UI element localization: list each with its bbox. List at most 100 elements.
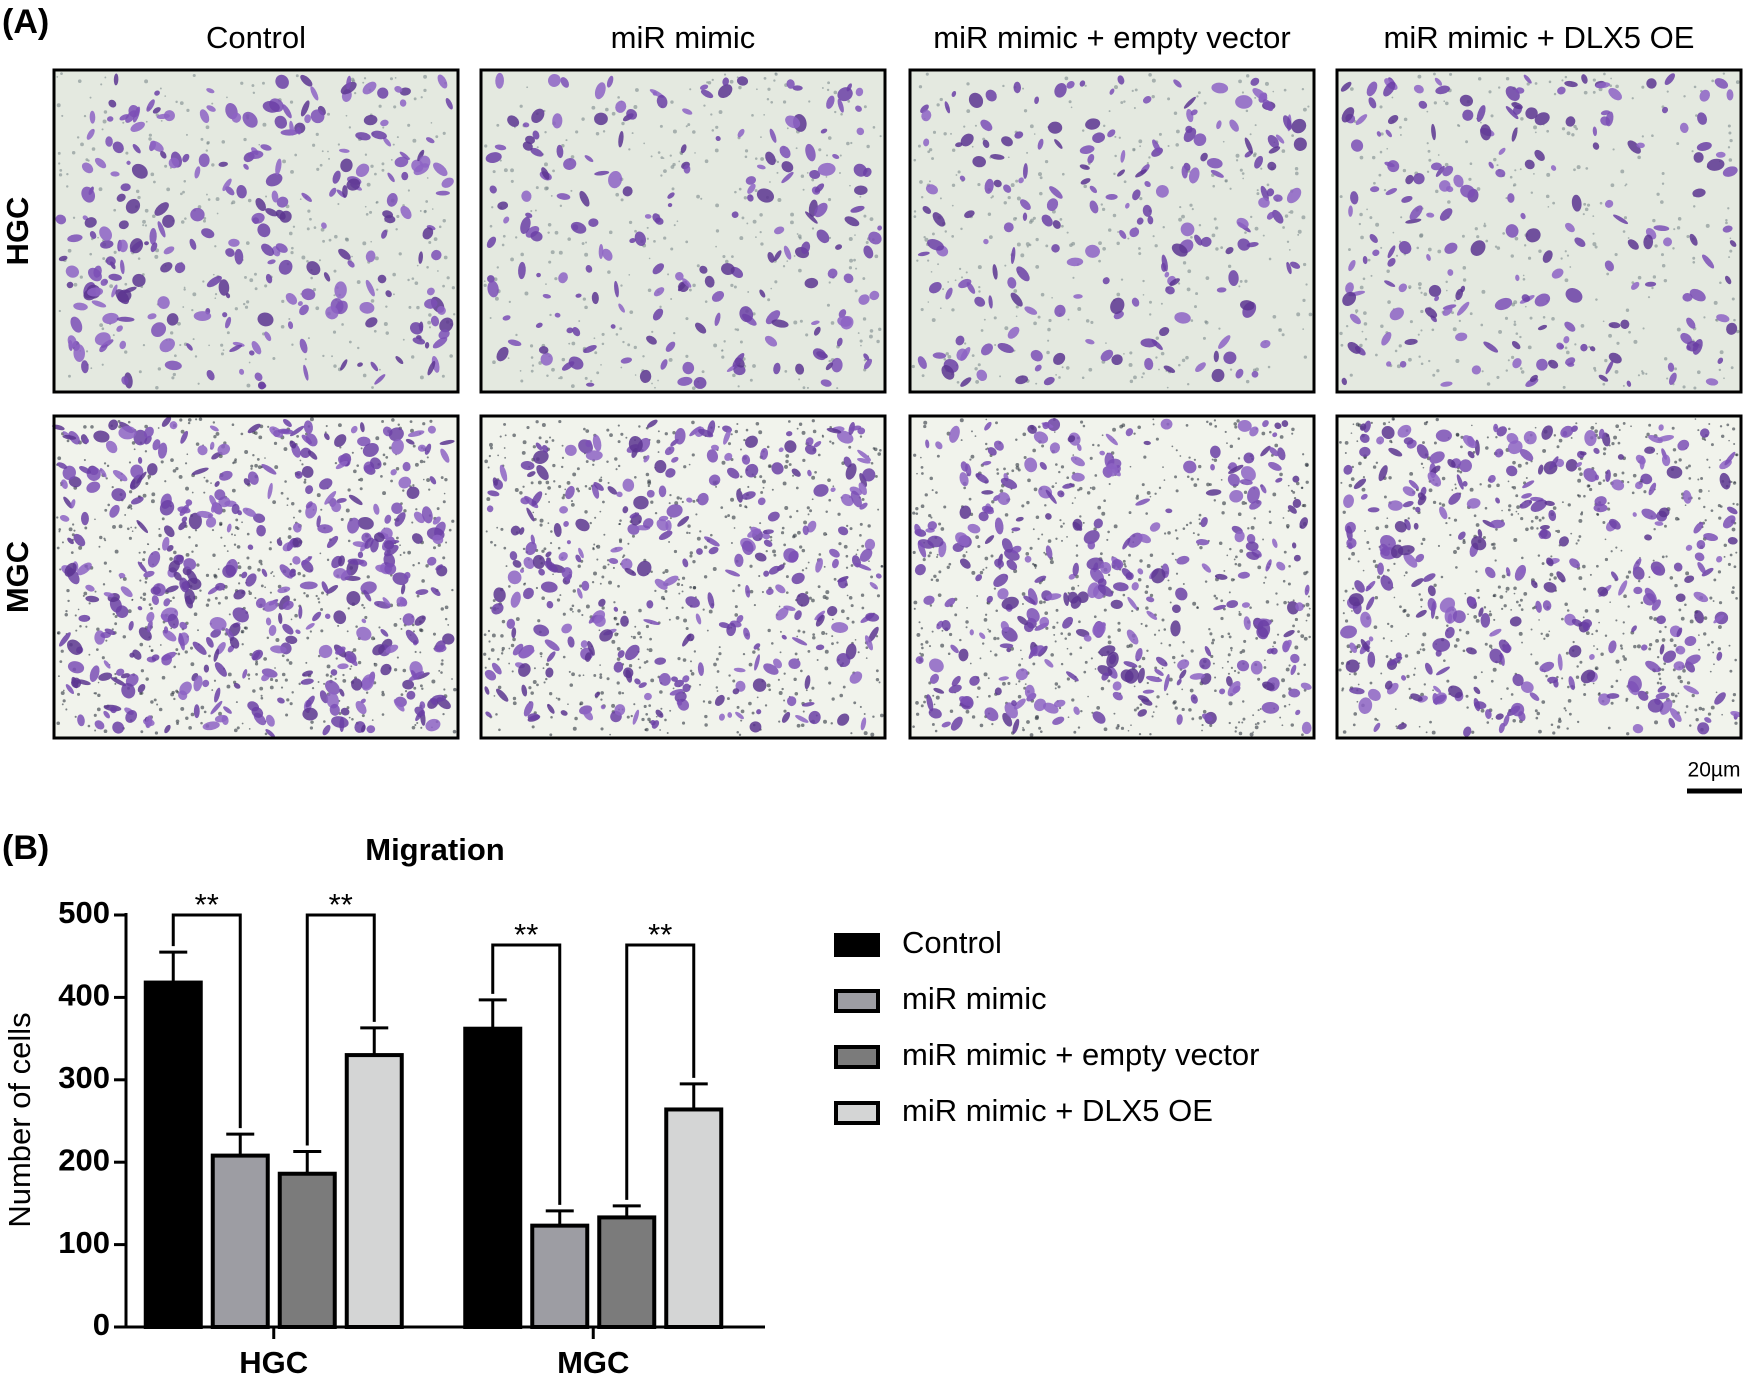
debris — [327, 151, 329, 153]
debris — [760, 157, 764, 161]
debris — [1291, 490, 1293, 492]
debris — [192, 492, 194, 494]
debris — [1348, 248, 1351, 251]
debris — [490, 225, 493, 228]
debris — [429, 326, 431, 328]
debris — [1234, 558, 1236, 560]
debris — [1468, 178, 1471, 181]
debris — [689, 586, 692, 589]
debris — [1133, 375, 1137, 379]
debris — [1392, 97, 1394, 99]
debris — [1130, 380, 1133, 383]
debris — [980, 724, 984, 728]
debris — [129, 461, 131, 463]
debris — [498, 728, 501, 731]
debris — [248, 199, 252, 203]
debris — [634, 476, 637, 479]
debris — [795, 692, 799, 696]
debris — [352, 452, 354, 454]
debris — [821, 631, 825, 635]
debris — [241, 433, 244, 436]
debris — [584, 510, 587, 513]
debris — [412, 484, 414, 486]
debris — [930, 477, 934, 481]
debris — [196, 563, 199, 566]
debris — [1179, 206, 1181, 208]
debris — [854, 234, 856, 236]
debris — [592, 547, 594, 549]
debris — [544, 131, 546, 133]
debris — [1615, 253, 1618, 256]
debris — [600, 364, 602, 366]
debris — [158, 534, 161, 537]
debris — [975, 380, 979, 384]
debris — [1034, 564, 1037, 567]
debris — [512, 638, 516, 642]
debris — [204, 477, 206, 479]
debris — [556, 697, 558, 699]
debris — [1296, 312, 1300, 316]
debris — [933, 131, 936, 134]
debris — [237, 545, 241, 549]
debris — [646, 625, 649, 628]
debris — [288, 318, 290, 320]
debris — [1483, 224, 1486, 227]
debris — [837, 513, 840, 516]
debris — [1714, 301, 1718, 305]
debris — [592, 464, 594, 466]
debris — [695, 513, 697, 515]
debris — [88, 725, 91, 728]
debris — [779, 606, 781, 608]
debris — [732, 679, 735, 682]
debris — [245, 626, 248, 629]
debris — [240, 82, 243, 85]
debris — [569, 671, 571, 673]
debris — [1520, 117, 1523, 120]
debris — [1723, 72, 1725, 74]
debris — [78, 546, 82, 550]
debris — [1520, 168, 1522, 170]
debris — [310, 726, 313, 729]
debris — [68, 375, 71, 378]
debris — [1114, 155, 1116, 157]
debris — [877, 594, 880, 597]
debris — [149, 603, 152, 606]
debris — [585, 242, 587, 244]
debris — [186, 453, 188, 455]
debris — [147, 543, 149, 545]
debris — [1064, 637, 1067, 640]
row-label: MGC — [0, 541, 35, 613]
debris — [443, 132, 446, 135]
debris — [982, 569, 984, 571]
debris — [1638, 374, 1640, 376]
debris — [1027, 246, 1029, 248]
debris — [335, 678, 337, 680]
debris — [173, 698, 175, 700]
debris — [143, 598, 146, 601]
debris — [57, 103, 61, 107]
debris — [310, 630, 312, 632]
debris — [1528, 257, 1531, 260]
debris — [975, 125, 977, 127]
debris — [1294, 497, 1296, 499]
debris — [1432, 328, 1435, 331]
debris — [1047, 340, 1049, 342]
debris — [774, 280, 777, 283]
debris — [124, 514, 126, 516]
debris — [685, 241, 688, 244]
debris — [95, 591, 97, 593]
debris — [244, 276, 247, 279]
debris — [1272, 493, 1276, 497]
debris — [137, 196, 140, 199]
debris — [557, 598, 560, 601]
debris — [99, 323, 103, 327]
debris — [952, 184, 955, 187]
debris — [215, 597, 218, 600]
debris — [870, 329, 874, 333]
debris — [1113, 214, 1116, 217]
debris — [241, 521, 243, 523]
debris — [584, 253, 588, 257]
debris — [802, 459, 805, 462]
debris — [536, 186, 539, 189]
debris — [796, 147, 798, 149]
